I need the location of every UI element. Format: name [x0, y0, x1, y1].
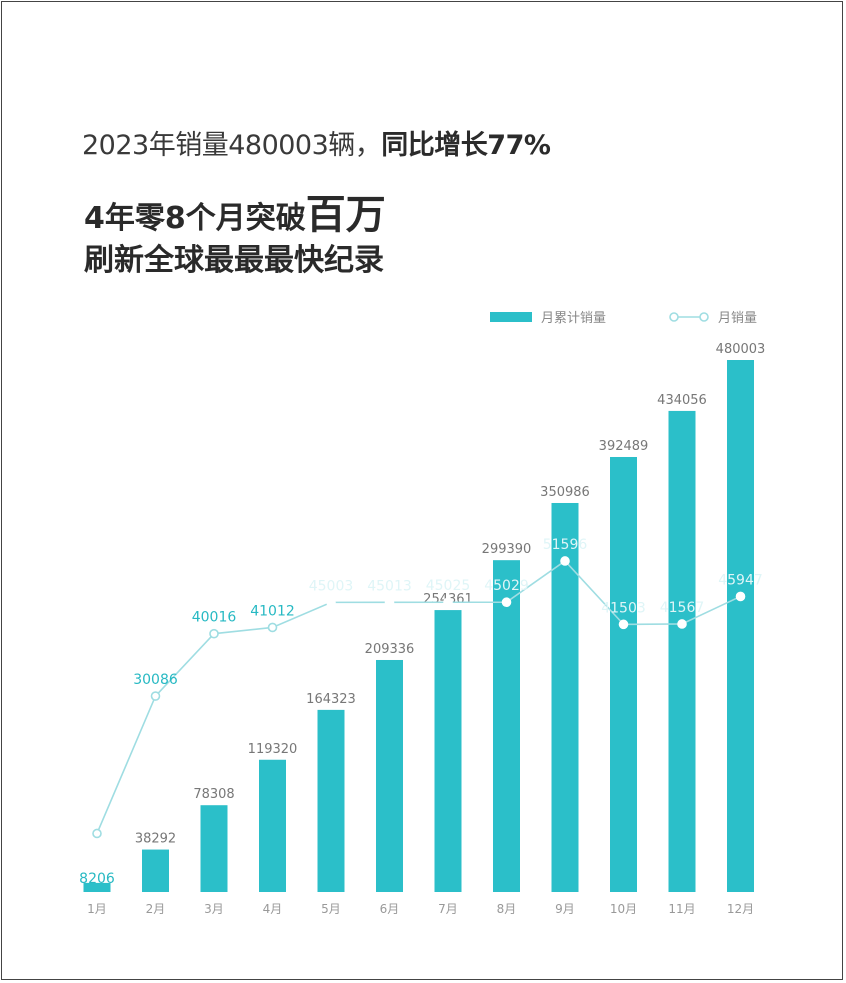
- line-value-label: 41567: [660, 600, 705, 616]
- line-value-label: 45003: [309, 578, 354, 594]
- bar-value-label: 209336: [365, 642, 415, 657]
- legend-label-bar: 月累计销量: [541, 311, 606, 326]
- bar-2: [142, 849, 169, 892]
- bar-value-label: 38292: [135, 832, 176, 847]
- line-value-label: 45013: [367, 578, 412, 594]
- x-tick-label: 6月: [380, 902, 400, 916]
- line-value-label: 8206: [79, 871, 115, 887]
- chart-legend: 月累计销量 月销量: [490, 311, 757, 326]
- bar-7: [434, 610, 462, 892]
- line-value-label: 51596: [543, 537, 588, 553]
- line-value-label: 45029: [484, 578, 529, 594]
- bar-value-label: 299390: [482, 542, 532, 557]
- headline-growth-text: 同比增长77%: [381, 130, 551, 161]
- legend-label-line: 月销量: [718, 311, 757, 326]
- x-tick-label: 1月: [87, 902, 107, 916]
- line-point: [443, 597, 453, 608]
- bar-value-label: 78308: [193, 787, 234, 802]
- bar-5: [317, 709, 345, 892]
- x-tick-label: 3月: [204, 902, 224, 916]
- x-tick-label: 10月: [610, 902, 637, 916]
- bar-12: [727, 360, 754, 892]
- x-tick-label: 4月: [263, 902, 283, 916]
- x-tick-label: 11月: [668, 902, 695, 916]
- bar-8: [493, 560, 520, 892]
- line-point: [209, 628, 219, 639]
- line-point: [501, 597, 512, 608]
- bar-6: [376, 659, 403, 892]
- line-point: [326, 597, 336, 608]
- line-point: [560, 556, 570, 566]
- bar-1: [83, 882, 111, 892]
- bar-value-label: 164323: [306, 692, 356, 707]
- headline-sales-text: 2023年销量480003辆，: [82, 130, 382, 161]
- line-point: [735, 591, 746, 602]
- line-series: 8206 30086 40016 41012 45003 45013 45025 45029 5…: [79, 537, 763, 887]
- x-tick-label: 5月: [321, 902, 341, 916]
- line-value-label: 41012: [250, 603, 295, 619]
- line-value-label: 45947: [718, 572, 763, 588]
- line-point: [384, 597, 395, 608]
- bar-11: [668, 410, 696, 892]
- headline-sales: 2023年销量480003辆，同比增长77%: [82, 123, 551, 162]
- x-tick-label: 8月: [497, 902, 517, 916]
- bar-4: [259, 759, 286, 892]
- line-value-label: 45025: [426, 578, 471, 594]
- x-tick-label: 12月: [727, 902, 754, 916]
- title-milestone: 4年零8个月突破百万: [84, 182, 386, 240]
- title-record: 刷新全球最最最快纪录: [84, 243, 384, 278]
- legend-marker: [699, 312, 709, 322]
- bar-value-label: 480003: [716, 342, 766, 357]
- line-value-label: 30086: [133, 672, 178, 688]
- line-point: [677, 619, 687, 629]
- bar-10: [610, 456, 637, 892]
- line-point: [267, 622, 278, 633]
- bar-series: 3829278308119320164323209336254361299390…: [83, 342, 766, 892]
- legend-swatch-bar: [490, 312, 532, 322]
- title-milestone-text: 4年零8个月突破: [84, 201, 306, 236]
- line-value-label: 40016: [192, 610, 237, 626]
- bar-value-label: 392489: [599, 439, 649, 454]
- monthly-sales-line: [96, 559, 741, 834]
- title-milestone-emphasis: 百万: [305, 192, 386, 238]
- x-axis: 1月 2月 3月 4月 5月 6月 7月 8月 9月 10月 11月 12月: [87, 902, 754, 916]
- line-value-label: 41503: [601, 600, 646, 616]
- legend-marker: [669, 312, 679, 322]
- line-point: [92, 828, 102, 839]
- x-tick-label: 9月: [555, 902, 575, 916]
- bar-value-label: 350986: [540, 485, 590, 500]
- line-point: [618, 619, 629, 630]
- bar-value-label: 434056: [657, 393, 707, 408]
- line-point: [150, 691, 161, 701]
- bar-3: [200, 805, 228, 892]
- bar-value-label: 119320: [248, 742, 298, 757]
- x-tick-label: 2月: [146, 902, 166, 916]
- x-tick-label: 7月: [438, 902, 458, 916]
